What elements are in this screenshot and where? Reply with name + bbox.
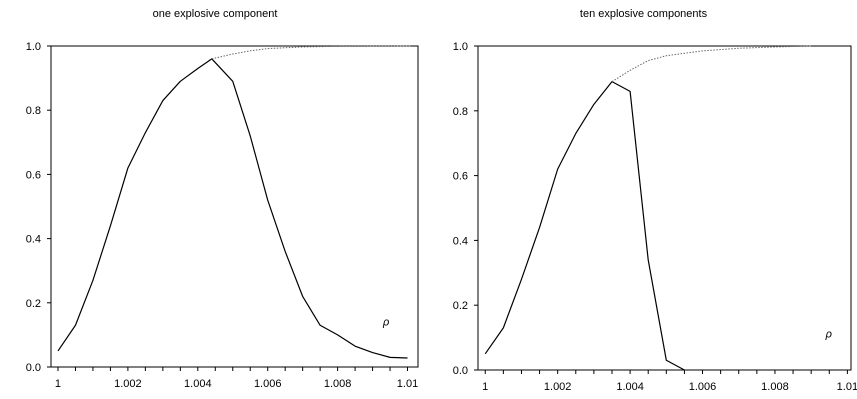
chart-svg: 1 1.002 1.004 1.006 1.008 1.01 0.0 0.2 0.4 0.6 0.8…: [453, 41, 857, 393]
chart-title: one explosive component: [152, 8, 278, 20]
series-line-solid: [484, 81, 685, 371]
y-tick-label: 0.2: [26, 298, 41, 310]
y-tick-label: 0.4: [453, 235, 468, 247]
series-line-dotted: [611, 45, 812, 83]
y-tick-label: 0.2: [453, 300, 468, 312]
x-tick-label: 1.008: [761, 381, 789, 393]
x-tick-label: 1.008: [324, 378, 352, 390]
y-tick-label: 0.6: [26, 169, 41, 181]
chart-panel-one-component: one explosive component 1 1.002 1.004 1.006…: [26, 8, 419, 390]
series-line-solid: [57, 58, 408, 359]
chart-panel-ten-components: ten explosive components 1 1.002 1.004 1.00…: [430, 0, 857, 399]
y-tick-label: 0.8: [26, 105, 41, 117]
rho-annotation: ρ: [825, 329, 832, 341]
x-tick-label: 1.006: [254, 378, 282, 390]
y-tick-label: 0.6: [453, 171, 468, 183]
rho-annotation: ρ: [382, 316, 389, 328]
y-tick-label: 0.8: [453, 106, 468, 118]
x-tick-label: 1.004: [616, 381, 644, 393]
plot-frame: [477, 45, 852, 371]
series-line-dotted: [211, 45, 412, 60]
y-tick-label: 0.4: [26, 234, 41, 246]
chart-svg: 1 1.002 1.004 1.006 1.008 1.01 0.0 0.2 0.4 0.6 0.8…: [26, 41, 419, 390]
x-tick-label: 1: [55, 378, 61, 390]
plot-frame: [50, 45, 419, 368]
y-tick-label: 0.0: [453, 365, 468, 377]
chart-title: ten explosive components: [579, 8, 708, 20]
x-tick-label: 1.006: [689, 381, 717, 393]
x-tick-label: 1.002: [544, 381, 572, 393]
x-tick-label: 1.002: [114, 378, 142, 390]
y-tick-label: 0.0: [26, 362, 41, 374]
x-tick-label: 1.01: [397, 378, 418, 390]
y-tick-label: 1.0: [26, 41, 41, 53]
x-tick-label: 1: [482, 381, 488, 393]
y-tick-label: 1.0: [453, 41, 468, 53]
x-tick-label: 1.004: [184, 378, 212, 390]
x-tick-label: 1.01: [837, 381, 857, 393]
